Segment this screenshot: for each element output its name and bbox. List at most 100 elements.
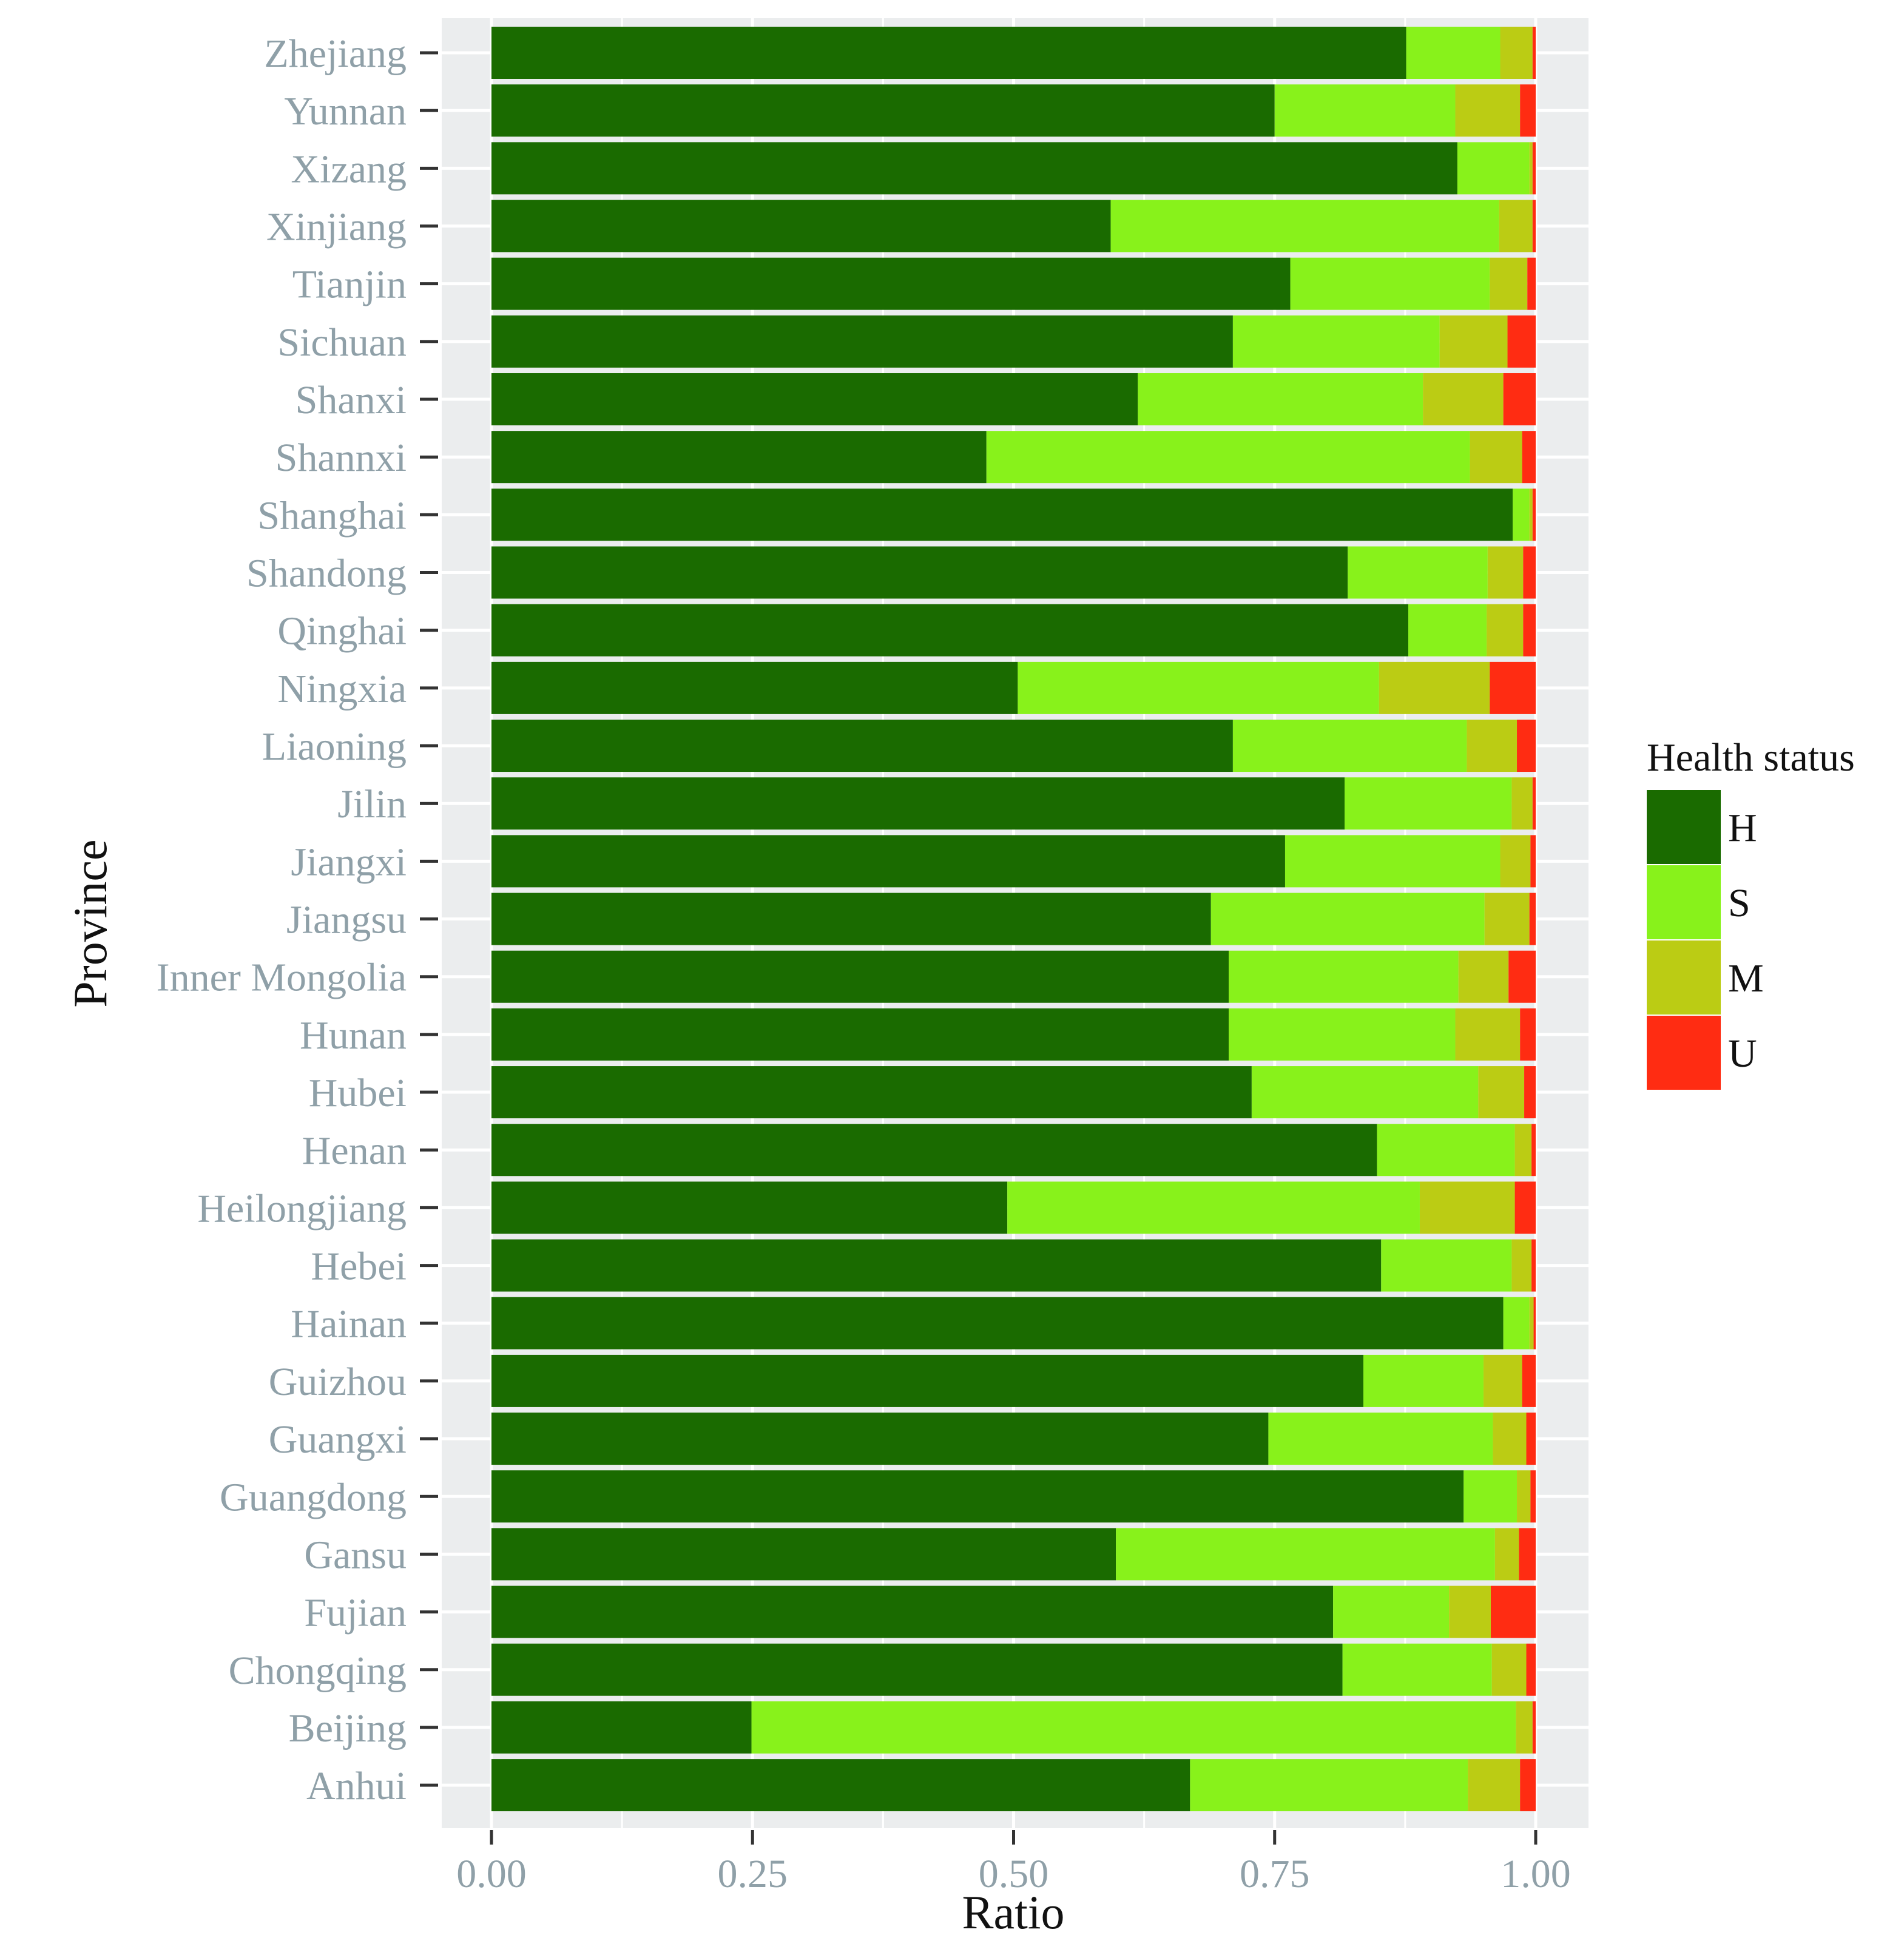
bar-segment-m-guizhou xyxy=(1483,1354,1522,1407)
bar-segment-m-fujian xyxy=(1449,1585,1491,1638)
bar-segment-h-zhejiang xyxy=(491,27,1406,79)
y-tick-label: Shanxi xyxy=(295,378,407,422)
bar-segment-s-guangdong xyxy=(1463,1470,1517,1523)
y-axis: Zhejiang Yunnan Xizang Xinjiang Tianjin Sichu… xyxy=(157,32,438,1808)
bar-segment-u-xinjiang xyxy=(1532,200,1536,252)
bar-segment-h-shannxi xyxy=(491,431,987,484)
bar-segment-u-guangxi xyxy=(1526,1413,1536,1465)
bar-segment-u-shanxi xyxy=(1503,373,1536,426)
bar-segment-u-qinghai xyxy=(1523,604,1536,657)
bar-segment-m-hebei xyxy=(1511,1239,1532,1292)
bar-segment-u-liaoning xyxy=(1517,720,1536,772)
bar-segment-s-inner-mongolia xyxy=(1229,950,1459,1003)
y-tick-label: Hebei xyxy=(311,1244,407,1289)
bar-segment-m-hubei xyxy=(1478,1066,1525,1119)
bar-segment-m-heilongjiang xyxy=(1419,1181,1515,1234)
y-tick-label: Fujian xyxy=(304,1591,407,1635)
bar-segment-u-hebei xyxy=(1531,1239,1536,1292)
bar-segment-m-guangxi xyxy=(1493,1413,1527,1465)
y-tick-label: Shanghai xyxy=(257,493,407,538)
y-tick-label: Jiangxi xyxy=(291,840,407,884)
bar-segment-u-zhejiang xyxy=(1532,27,1536,79)
bar-segment-s-chongqing xyxy=(1342,1643,1492,1696)
bar-segment-m-tianjin xyxy=(1490,257,1528,310)
bar-segment-u-jilin xyxy=(1532,777,1536,830)
bar-segment-h-yunnan xyxy=(491,84,1275,137)
bar-segment-u-hunan xyxy=(1520,1008,1536,1061)
y-tick-label: Hainan xyxy=(291,1302,407,1346)
bar-segment-h-fujian xyxy=(491,1585,1334,1638)
bar-segment-m-shanghai xyxy=(1529,488,1533,541)
bar-segment-h-hainan xyxy=(491,1297,1504,1349)
y-tick-label: Xinjiang xyxy=(266,205,407,249)
x-tick-label: 0.00 xyxy=(456,1852,527,1896)
bar-segment-s-heilongjiang xyxy=(1007,1181,1420,1234)
bar-segment-h-shanghai xyxy=(491,488,1513,541)
x-tick-label: 0.50 xyxy=(979,1852,1049,1896)
bar-segment-h-tianjin xyxy=(491,257,1291,310)
bar-segment-h-jiangxi xyxy=(491,835,1285,888)
bar-segment-s-fujian xyxy=(1333,1585,1450,1638)
bar-segment-h-chongqing xyxy=(491,1643,1343,1696)
bar-segment-m-hainan xyxy=(1529,1297,1534,1349)
x-tick-label: 0.25 xyxy=(718,1852,788,1896)
bar-segment-u-henan xyxy=(1531,1124,1536,1177)
bar-segment-m-shandong xyxy=(1487,546,1524,599)
bar-segment-u-shandong xyxy=(1523,546,1536,599)
x-axis-title: Ratio xyxy=(962,1886,1065,1939)
bar-segment-m-liaoning xyxy=(1467,720,1517,772)
bar-segment-s-yunnan xyxy=(1274,84,1456,137)
bar-segment-u-yunnan xyxy=(1520,84,1536,137)
y-tick-label: Guangdong xyxy=(220,1475,407,1519)
y-tick-label: Guizhou xyxy=(269,1360,407,1404)
bar-segment-u-heilongjiang xyxy=(1514,1181,1536,1234)
bar-segment-u-guangdong xyxy=(1530,1470,1536,1523)
bar-segment-u-hubei xyxy=(1524,1066,1536,1119)
legend-label: H xyxy=(1728,806,1757,850)
bar-segment-m-shanxi xyxy=(1423,373,1504,426)
y-tick-label: Shandong xyxy=(246,552,407,596)
bar-segment-u-anhui xyxy=(1520,1759,1536,1812)
bar-segment-s-anhui xyxy=(1190,1759,1468,1812)
bar-segment-s-henan xyxy=(1377,1124,1515,1177)
bars xyxy=(491,27,1536,1812)
y-tick-label: Guangxi xyxy=(269,1417,407,1462)
y-tick-label: Qinghai xyxy=(277,609,407,653)
bar-segment-m-shannxi xyxy=(1470,431,1522,484)
bar-segment-s-liaoning xyxy=(1232,720,1467,772)
bar-segment-u-xizang xyxy=(1532,142,1536,195)
y-tick-label: Jiangsu xyxy=(286,898,407,942)
bar-segment-h-qinghai xyxy=(491,604,1409,657)
bar-segment-m-anhui xyxy=(1468,1759,1521,1812)
bar-segment-m-xizang xyxy=(1529,142,1533,195)
legend-key-s xyxy=(1647,865,1721,939)
legend-key-u xyxy=(1647,1016,1721,1090)
y-tick-label: Hubei xyxy=(309,1071,407,1115)
bar-segment-s-jilin xyxy=(1345,777,1512,830)
bar-segment-u-guizhou xyxy=(1522,1354,1536,1407)
bar-segment-s-guangxi xyxy=(1268,1413,1493,1465)
bar-segment-h-xinjiang xyxy=(491,200,1111,252)
bar-segment-h-hubei xyxy=(491,1066,1252,1119)
bar-segment-u-sichuan xyxy=(1507,315,1536,368)
bar-segment-s-hunan xyxy=(1229,1008,1456,1061)
bar-segment-h-jiangsu xyxy=(491,893,1211,945)
bar-segment-m-guangdong xyxy=(1517,1470,1531,1523)
bar-segment-s-zhejiang xyxy=(1406,27,1501,79)
bar-segment-m-henan xyxy=(1514,1124,1532,1177)
bar-segment-u-fujian xyxy=(1490,1585,1536,1638)
y-tick-label: Liaoning xyxy=(262,724,407,769)
bar-segment-m-yunnan xyxy=(1455,84,1521,137)
bar-segment-u-gansu xyxy=(1519,1528,1536,1581)
bar-segment-s-guizhou xyxy=(1363,1354,1484,1407)
bar-segment-h-guizhou xyxy=(491,1354,1364,1407)
bar-segment-h-gansu xyxy=(491,1528,1116,1581)
x-axis: 0.00 0.25 0.50 0.75 1.00 xyxy=(456,1830,1571,1896)
y-tick-label: Inner Mongolia xyxy=(157,956,407,1000)
bar-segment-s-ningxia xyxy=(1018,661,1379,714)
bar-segment-h-hebei xyxy=(491,1239,1382,1292)
bar-segment-s-shandong xyxy=(1348,546,1488,599)
y-tick-label: Anhui xyxy=(306,1764,407,1808)
